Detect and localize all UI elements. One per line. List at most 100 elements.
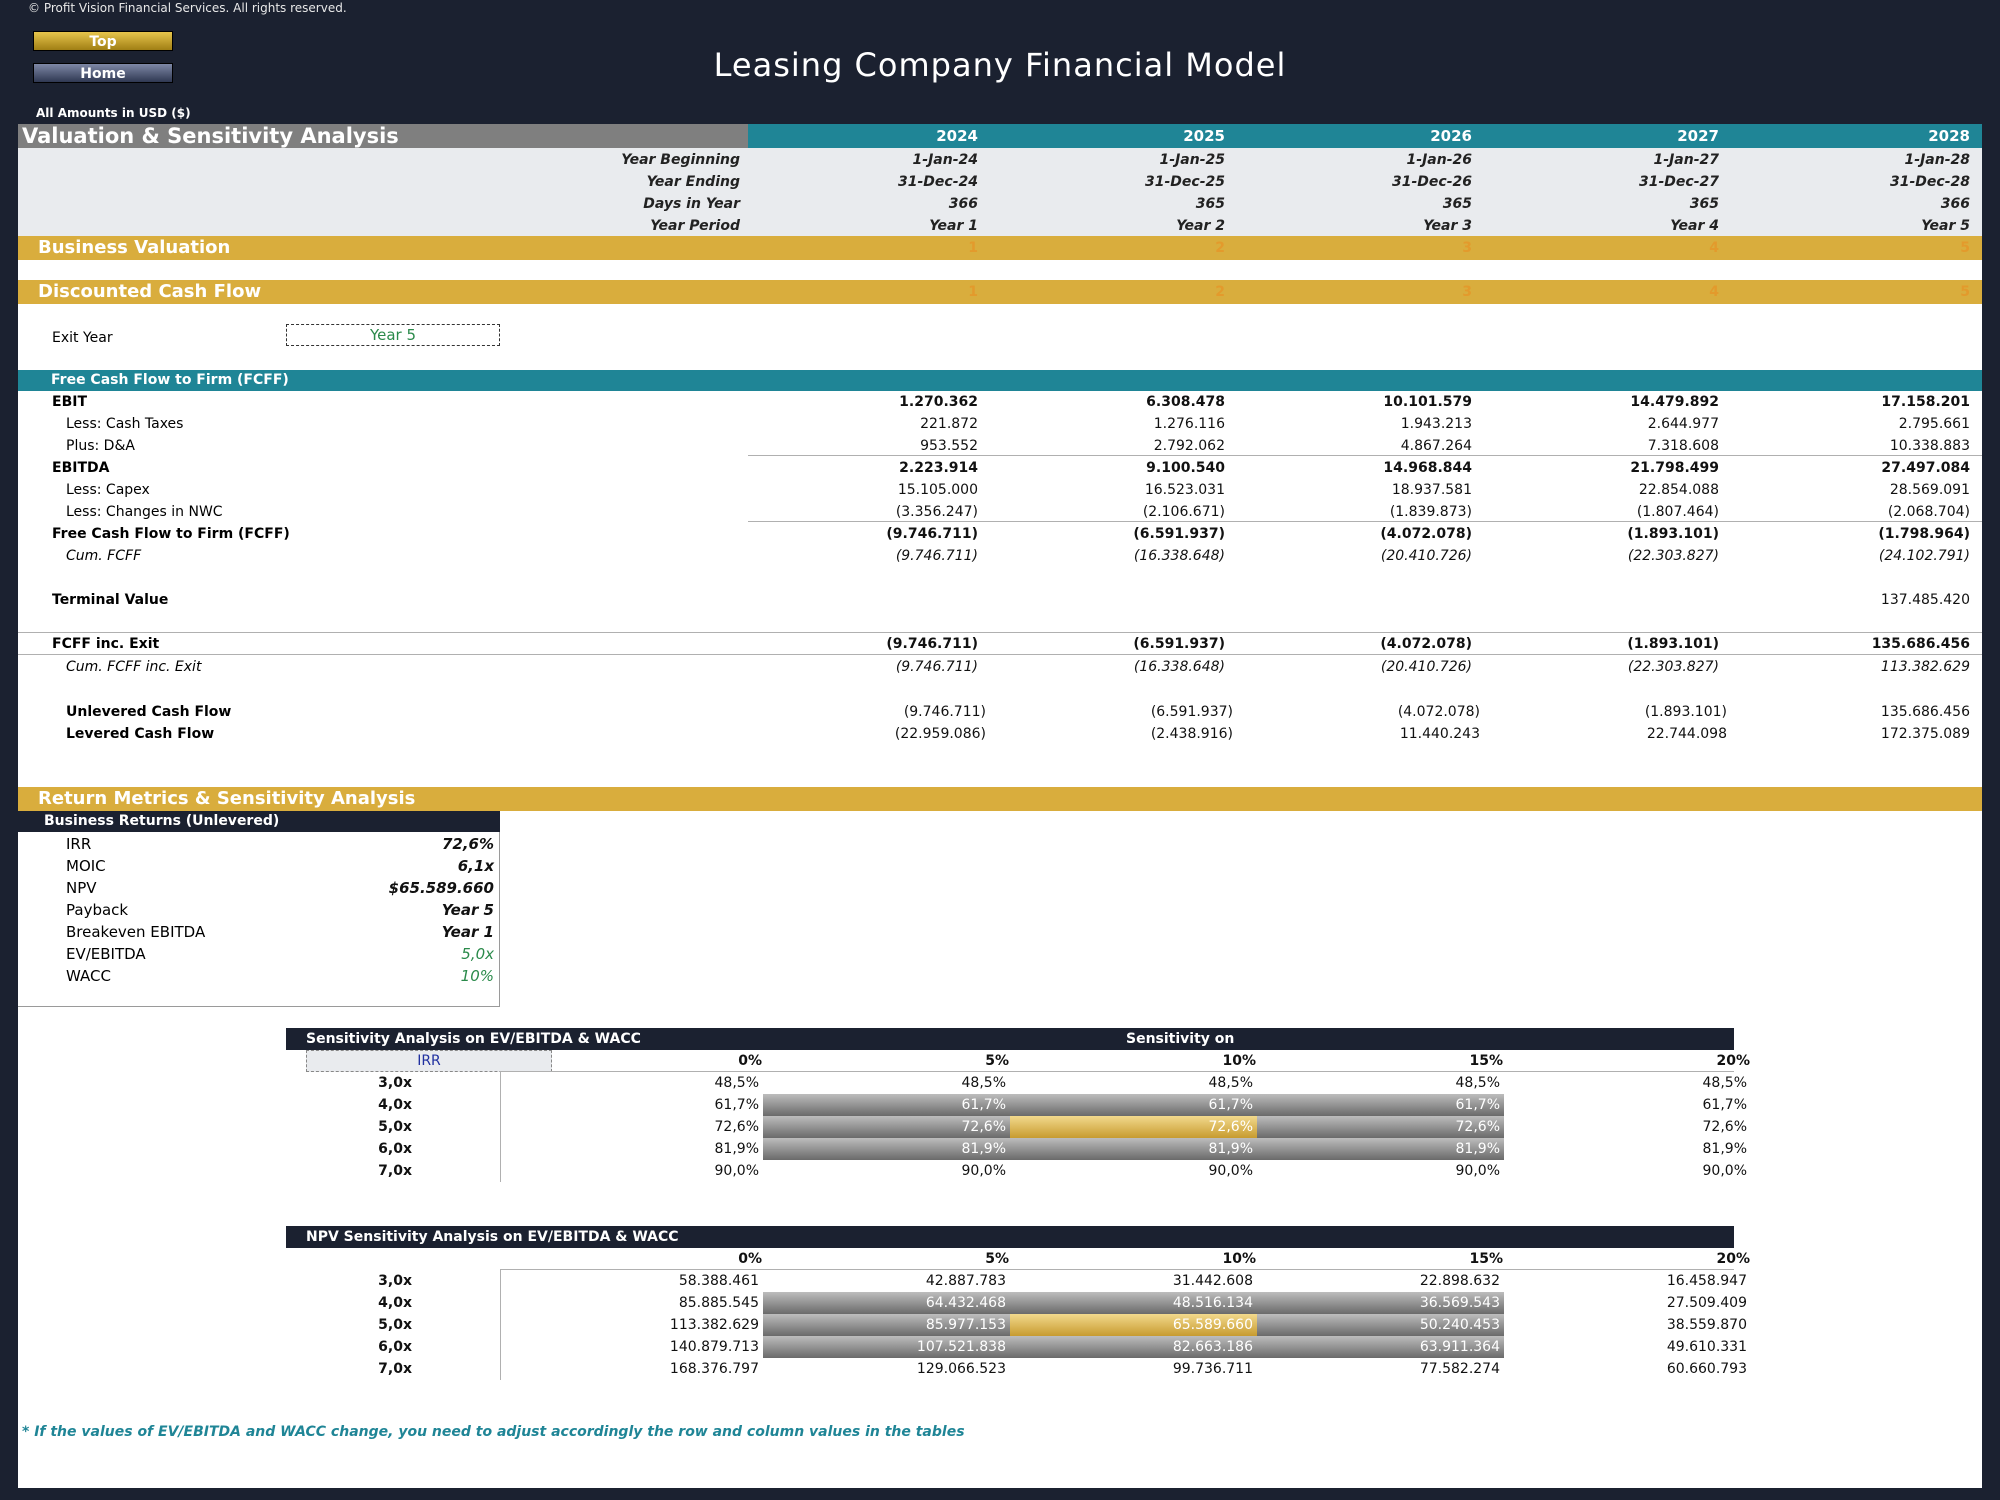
fcff-value: 1.276.116: [1153, 416, 1225, 432]
fcff-exit-value: (9.746.711): [886, 636, 978, 652]
info-label: Days in Year: [643, 196, 740, 212]
sens2-cell: 168.376.797: [669, 1361, 759, 1377]
levered-value: (2.438.916): [1150, 726, 1233, 742]
fcff-value: 1.270.362: [899, 394, 978, 410]
fcff-value: 953.552: [920, 438, 978, 454]
fcff-exit-value: (1.893.101): [1627, 636, 1719, 652]
sens2-cell: 49.610.331: [1666, 1339, 1747, 1355]
fcff-value: 27.497.084: [1881, 460, 1970, 476]
return-metric-label: MOIC: [66, 857, 106, 875]
fcff-value: 7.318.608: [1647, 438, 1719, 454]
return-metric-label: WACC: [66, 967, 111, 985]
sens1-cell: 90,0%: [714, 1163, 759, 1179]
sens2-cell: 60.660.793: [1666, 1361, 1747, 1377]
band-index: 3: [1462, 284, 1472, 300]
band-index: 4: [1709, 284, 1719, 300]
top-bar: © Profit Vision Financial Services. All …: [0, 0, 2000, 120]
info-value: 31-Dec-28: [1889, 174, 1970, 190]
sens1-cell: 48,5%: [714, 1075, 759, 1091]
return-metric-value: Year 1: [441, 923, 494, 941]
sens2-cell: 63.911.364: [1257, 1336, 1504, 1358]
fcff-value: 1.943.213: [1400, 416, 1472, 432]
cum-fcff-exit-value: 113.382.629: [1880, 659, 1970, 675]
divider-line: [500, 1269, 1734, 1270]
unlevered-value: (1.893.101): [1644, 704, 1727, 720]
sens1-col-header: 5%: [985, 1053, 1009, 1069]
sens2-cell: 113.382.629: [669, 1317, 759, 1333]
sens1-cell: 72,6%: [763, 1116, 1010, 1138]
sens2-cell: 50.240.453: [1257, 1314, 1504, 1336]
info-value: Year 2: [1176, 218, 1225, 234]
unlevered-value: 135.686.456: [1880, 704, 1970, 720]
sens1-row-header: 4,0x: [378, 1097, 412, 1113]
info-value: Year 5: [1921, 218, 1970, 234]
fcff-row-label: Less: Capex: [66, 482, 150, 498]
fcff-value: (22.303.827): [1627, 548, 1719, 564]
band-index: 4: [1709, 240, 1719, 256]
sens1-cell: 81,9%: [1702, 1141, 1747, 1157]
sens1-col-header: 20%: [1716, 1053, 1750, 1069]
unlevered-label: Unlevered Cash Flow: [66, 704, 232, 720]
sens1-cell: 81,9%: [763, 1138, 1010, 1160]
year-header: 2025: [1183, 127, 1225, 145]
fcff-row-label: EBITDA: [52, 460, 110, 476]
fcff-value: (2.106.671): [1142, 504, 1225, 520]
sens2-cell: 27.509.409: [1666, 1295, 1747, 1311]
sens1-cell: 81,9%: [1010, 1138, 1257, 1160]
divider-line: [18, 654, 1982, 655]
sens1-cell: 90,0%: [961, 1163, 1006, 1179]
fcff-value: 4.867.264: [1400, 438, 1472, 454]
sens2-row-header: 5,0x: [378, 1317, 412, 1333]
section-title: Valuation & Sensitivity Analysis: [18, 124, 748, 148]
fcff-value: 221.872: [920, 416, 978, 432]
top-button[interactable]: Top: [33, 31, 173, 51]
amounts-note: All Amounts in USD ($): [36, 106, 191, 120]
info-value: 366: [1940, 196, 1970, 212]
fcff-row-label: Cum. FCFF: [66, 548, 142, 564]
exit-year-label: Exit Year: [52, 330, 113, 346]
fcff-value: (20.410.726): [1380, 548, 1472, 564]
exit-year-input[interactable]: Year 5: [286, 324, 500, 346]
sens2-cell: 42.887.783: [925, 1273, 1006, 1289]
fcff-row-label: Less: Cash Taxes: [66, 416, 184, 432]
info-value: 365: [1689, 196, 1719, 212]
divider-line: [748, 521, 1982, 522]
sens2-cell: 36.569.543: [1257, 1292, 1504, 1314]
fcff-value: (24.102.791): [1878, 548, 1970, 564]
fcff-value: (1.839.873): [1389, 504, 1472, 520]
sens2-cell: 99.736.711: [1172, 1361, 1253, 1377]
sens2-col-header: 10%: [1222, 1251, 1256, 1267]
home-button[interactable]: Home: [33, 63, 173, 83]
fcff-value: (6.591.937): [1133, 526, 1225, 542]
sens1-cell: 90,0%: [1702, 1163, 1747, 1179]
valuation-sheet: Valuation & Sensitivity Analysis 2024 202…: [18, 124, 1982, 1488]
business-returns-header: Business Returns (Unlevered): [18, 811, 500, 832]
info-value: Year 3: [1423, 218, 1472, 234]
sens1-cell: 72,6%: [1257, 1116, 1504, 1138]
return-metrics-band: Return Metrics & Sensitivity Analysis: [18, 787, 1982, 811]
terminal-value-label: Terminal Value: [52, 592, 169, 608]
fcff-value: 10.338.883: [1889, 438, 1970, 454]
sens1-row-header: 3,0x: [378, 1075, 412, 1091]
sens1-col-header: 10%: [1222, 1053, 1256, 1069]
return-metric-label: NPV: [66, 879, 97, 897]
sens1-header: Sensitivity Analysis on EV/EBITDA & WACC…: [286, 1028, 1734, 1072]
fcff-value: (16.338.648): [1133, 548, 1225, 564]
band-index: 3: [1462, 240, 1472, 256]
fcff-value: (2.068.704): [1887, 504, 1970, 520]
business-valuation-band: Business Valuation 1 2 3 4 5: [18, 236, 1982, 260]
return-metric-value: 5,0x: [461, 945, 494, 963]
cum-fcff-exit-label: Cum. FCFF inc. Exit: [66, 659, 202, 675]
sens1-cell: 61,7%: [1257, 1094, 1504, 1116]
return-metric-value: $65.589.660: [388, 879, 494, 897]
sens2-col-header: 5%: [985, 1251, 1009, 1267]
sensitivity-metric-select[interactable]: IRR: [306, 1050, 552, 1072]
info-value: 1-Jan-25: [1159, 152, 1225, 168]
fcff-value: (1.807.464): [1636, 504, 1719, 520]
fcff-value: (4.072.078): [1380, 526, 1472, 542]
sens1-cell: 81,9%: [714, 1141, 759, 1157]
copyright-text: © Profit Vision Financial Services. All …: [28, 1, 347, 15]
fcff-value: 22.854.088: [1638, 482, 1719, 498]
sens1-row-header: 5,0x: [378, 1119, 412, 1135]
return-metric-value: 10%: [460, 967, 494, 985]
